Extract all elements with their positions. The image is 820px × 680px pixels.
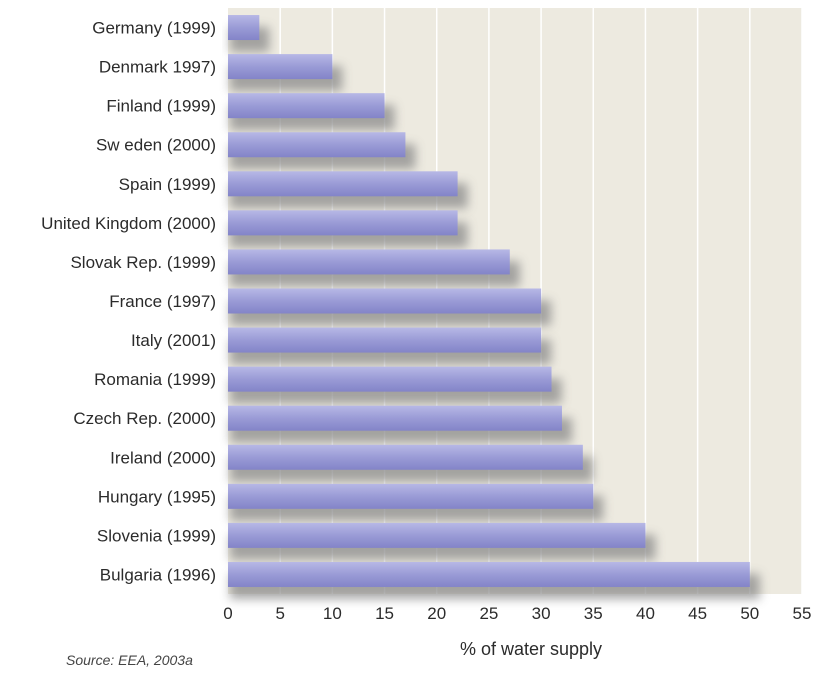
bar	[228, 405, 562, 431]
x-tick-label: 25	[479, 604, 498, 623]
x-axis: 0 5 10 15 20 25 30 35 40 45 50 55	[223, 604, 811, 623]
bar	[228, 132, 406, 158]
bar	[228, 210, 458, 236]
category-label: Czech Rep. (2000)	[73, 409, 216, 428]
x-tick-label: 45	[688, 604, 707, 623]
x-tick-label: 10	[323, 604, 342, 623]
category-label: Slovak Rep. (1999)	[70, 253, 216, 272]
bar	[228, 288, 542, 314]
category-label: Finland (1999)	[106, 97, 216, 116]
bar	[228, 171, 458, 197]
bar	[228, 366, 552, 392]
x-tick-label: 40	[636, 604, 655, 623]
category-label: Slovenia (1999)	[97, 526, 216, 545]
bar	[228, 249, 510, 275]
category-labels: Germany (1999) Denmark 1997) Finland (1999…	[41, 19, 216, 585]
x-tick-label: 20	[427, 604, 446, 623]
x-tick-label: 30	[532, 604, 551, 623]
category-label: Italy (2001)	[131, 331, 216, 350]
x-tick-label: 35	[584, 604, 603, 623]
bar	[228, 327, 542, 353]
category-label: Sw eden (2000)	[96, 136, 216, 155]
x-tick-label: 5	[275, 604, 284, 623]
bar	[228, 15, 260, 41]
bars	[228, 15, 750, 587]
category-label: France (1997)	[109, 292, 216, 311]
category-label: Denmark 1997)	[99, 58, 216, 77]
bar	[228, 93, 385, 119]
bar	[228, 522, 646, 548]
x-axis-title: % of water supply	[460, 639, 602, 659]
bar	[228, 54, 333, 80]
category-label: Hungary (1995)	[98, 487, 216, 506]
source-note: Source: EEA, 2003a	[66, 652, 193, 668]
category-label: United Kingdom (2000)	[41, 214, 216, 233]
bar	[228, 561, 750, 587]
bar	[228, 483, 594, 509]
x-tick-label: 15	[375, 604, 394, 623]
category-label: Spain (1999)	[119, 175, 216, 194]
x-tick-label: 0	[223, 604, 232, 623]
x-tick-label: 55	[793, 604, 812, 623]
x-tick-label: 50	[740, 604, 759, 623]
category-label: Ireland (2000)	[110, 448, 216, 467]
bar	[228, 444, 583, 470]
category-label: Romania (1999)	[94, 370, 216, 389]
category-label: Bulgaria (1996)	[100, 565, 216, 584]
category-label: Germany (1999)	[92, 19, 216, 38]
